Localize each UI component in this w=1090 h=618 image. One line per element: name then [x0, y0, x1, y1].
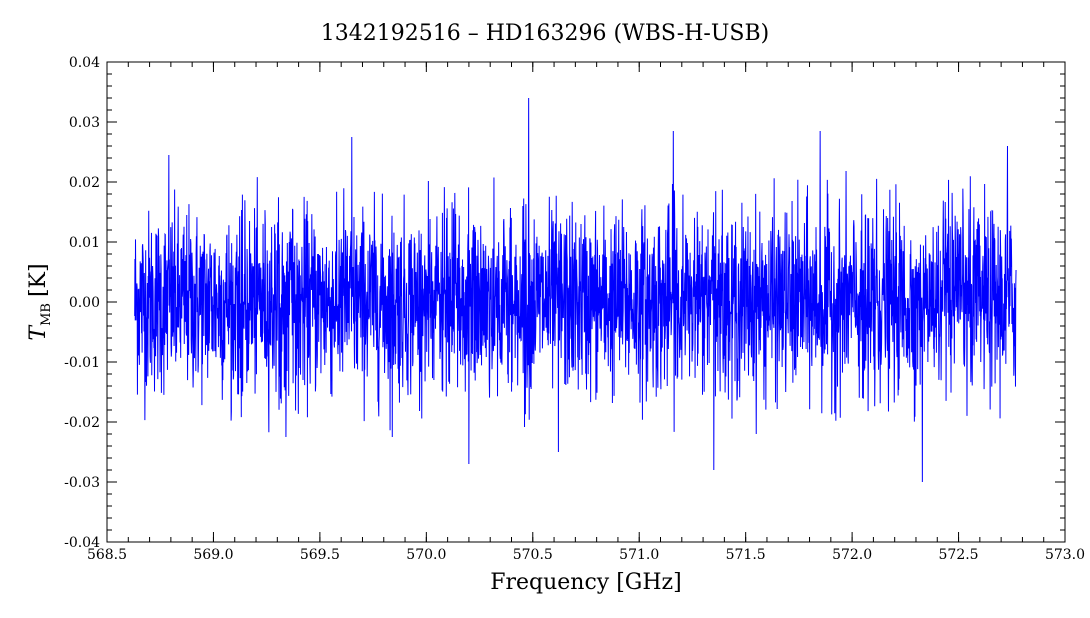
y-axis-label-subscript: MB	[39, 303, 54, 326]
y-axis-label-symbol: T	[26, 324, 51, 341]
y-tick-label: 0.02	[69, 175, 100, 191]
y-tick-label: -0.02	[64, 415, 100, 431]
y-axis: -0.04 -0.03 -0.02 -0.01 0.00 0.01 0.02 0.03 0.04	[64, 55, 1065, 551]
x-tick-label: 571.5	[726, 547, 766, 563]
x-tick-label: 572.0	[832, 547, 872, 563]
y-tick-label: 0.03	[69, 115, 100, 131]
x-axis-label: Frequency [GHz]	[490, 570, 682, 595]
y-tick-label: -0.01	[64, 355, 100, 371]
y-tick-label: 0.01	[69, 235, 100, 251]
y-tick-label: 0.00	[69, 295, 100, 311]
x-tick-label: 570.0	[406, 547, 446, 563]
x-tick-label: 572.5	[939, 547, 979, 563]
y-tick-label: -0.03	[64, 475, 100, 491]
x-tick-label: 569.0	[193, 547, 233, 563]
x-tick-label: 568.5	[87, 547, 127, 563]
y-axis-label: TMB [K]	[26, 263, 54, 340]
chart-title: 1342192516 – HD163296 (WBS-H-USB)	[321, 21, 769, 46]
y-tick-label: 0.04	[69, 55, 100, 71]
y-axis-label-unit: [K]	[26, 263, 51, 297]
spectrum-series-line	[134, 97, 1017, 483]
x-tick-label: 570.5	[513, 547, 553, 563]
y-tick-label: -0.04	[64, 535, 100, 551]
x-axis: 568.5 569.0 569.5 570.0 570.5 571.0 571.5 572.0…	[87, 62, 1085, 563]
x-tick-label: 569.5	[300, 547, 340, 563]
x-tick-label: 573.0	[1045, 547, 1085, 563]
x-tick-label: 571.0	[619, 547, 659, 563]
